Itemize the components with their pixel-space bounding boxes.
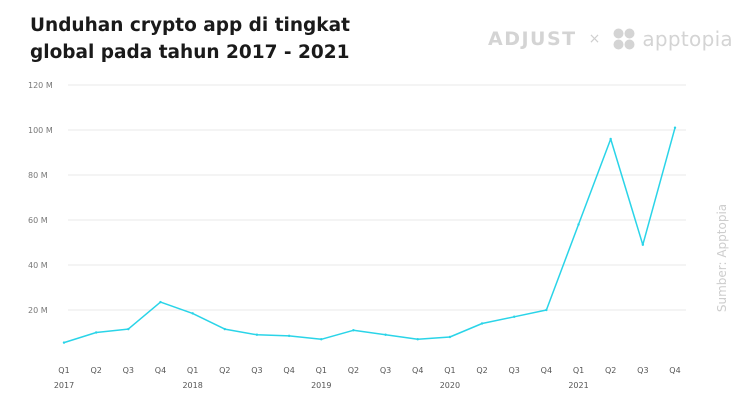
x-tick-label: Q4 <box>155 366 166 375</box>
grid-lines <box>68 84 686 311</box>
year-label: 2018 <box>182 381 202 390</box>
x-tick-label: Q2 <box>476 366 487 375</box>
brand-logos: ADJUST × apptopia <box>488 26 733 52</box>
data-point <box>191 312 194 315</box>
x-tick-label: Q2 <box>219 366 230 375</box>
x-tick-label: Q4 <box>412 366 423 375</box>
logo-separator: × <box>588 31 601 47</box>
data-point <box>159 300 162 304</box>
series-line <box>63 127 676 344</box>
x-tick-label: Q1 <box>444 366 455 375</box>
data-point <box>416 338 419 341</box>
y-tick-label: 40 M <box>28 261 48 270</box>
apptopia-logo: apptopia <box>612 27 733 51</box>
apptopia-wordmark: apptopia <box>642 27 733 51</box>
x-axis-ticks: Q1 Q2 Q3 Q4 Q1 Q2 Q3 Q4 Q1 Q2 Q3 Q4 Q1 Q2 Q3 Q4 Q1 Q2 Q3 Q4 <box>58 366 680 375</box>
adjust-logo: ADJUST <box>488 28 577 50</box>
data-point <box>545 308 548 312</box>
data-point <box>94 331 98 334</box>
data-point <box>641 243 645 246</box>
year-labels: 2017 2018 2019 2020 2021 <box>54 381 589 390</box>
y-axis-ticks: 20 M 40 M 60 M 80 M 100 M 120 M <box>28 81 53 315</box>
x-tick-label: Q4 <box>283 366 294 375</box>
apptopia-mark-icon <box>613 28 635 50</box>
x-tick-label: Q1 <box>58 366 69 375</box>
year-label: 2021 <box>568 381 588 390</box>
x-tick-label: Q4 <box>541 366 552 375</box>
chart-title: Unduhan crypto app di tingkat global pad… <box>30 15 350 63</box>
x-tick-label: Q4 <box>669 366 680 375</box>
x-tick-label: Q3 <box>123 366 134 375</box>
year-label: 2020 <box>440 381 460 390</box>
y-tick-label: 100 M <box>28 126 53 135</box>
data-point <box>320 338 323 341</box>
y-tick-label: 120 M <box>28 81 53 90</box>
x-tick-label: Q2 <box>605 366 616 375</box>
year-label: 2017 <box>54 381 74 390</box>
data-point <box>287 334 291 338</box>
data-point <box>223 327 226 331</box>
data-point <box>384 333 387 336</box>
x-tick-label: Q3 <box>637 366 648 375</box>
data-point <box>673 126 677 129</box>
x-tick-label: Q3 <box>251 366 262 375</box>
x-tick-label: Q1 <box>573 366 584 375</box>
year-label: 2019 <box>311 381 331 390</box>
data-point <box>255 333 259 336</box>
data-point <box>513 315 516 318</box>
x-tick-label: Q1 <box>187 366 198 375</box>
data-point <box>448 335 452 339</box>
data-point <box>577 223 580 226</box>
y-tick-label: 20 M <box>28 306 48 315</box>
y-tick-label: 60 M <box>28 216 48 225</box>
data-point <box>127 327 130 331</box>
x-tick-label: Q3 <box>509 366 520 375</box>
series-group <box>62 126 677 344</box>
x-tick-label: Q1 <box>316 366 327 375</box>
x-tick-label: Q2 <box>348 366 359 375</box>
data-point <box>609 137 612 141</box>
y-tick-label: 80 M <box>28 171 48 180</box>
x-tick-label: Q2 <box>90 366 101 375</box>
data-point <box>352 329 355 332</box>
data-point <box>480 322 484 325</box>
x-tick-label: Q3 <box>380 366 391 375</box>
data-point <box>62 341 66 344</box>
